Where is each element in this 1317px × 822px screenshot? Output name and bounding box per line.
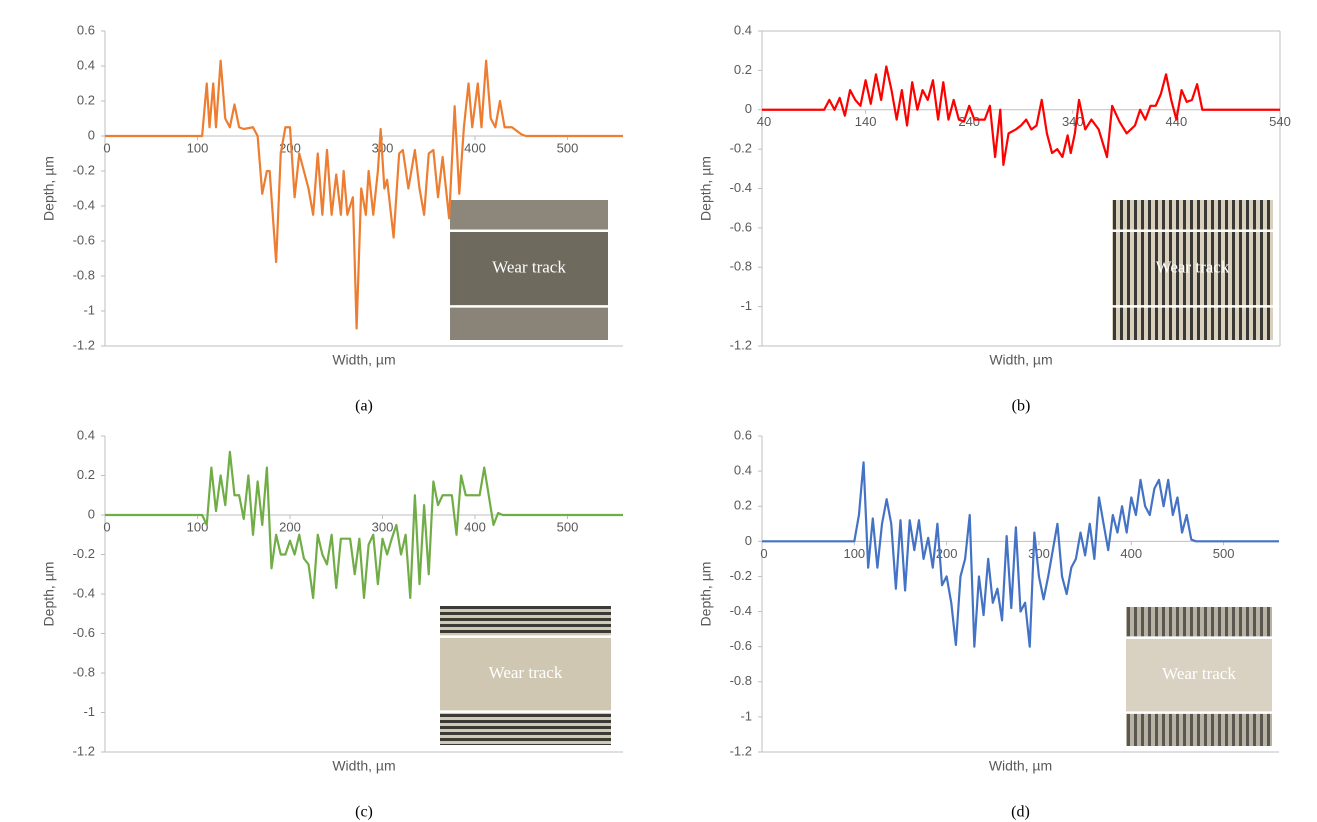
x-tick-label: 440 — [1166, 114, 1188, 129]
y-tick-label: -0.6 — [73, 625, 95, 640]
y-tick-label: -0.6 — [730, 638, 752, 653]
x-tick-label: 340 — [1062, 114, 1084, 129]
x-tick-label: 200 — [279, 519, 301, 534]
x-tick-label: 100 — [187, 140, 209, 155]
y-tick-label: 0 — [88, 127, 95, 142]
y-tick-label: -1.2 — [730, 743, 752, 758]
inset-bottom — [440, 711, 611, 745]
y-tick-label: 0 — [745, 101, 752, 116]
inset-middle — [450, 230, 608, 307]
y-tick-label: -1 — [83, 704, 95, 719]
x-tick-label: 0 — [103, 140, 110, 155]
y-tick-label: 0.4 — [77, 57, 95, 72]
y-tick-label: -0.2 — [73, 162, 95, 177]
x-tick-label: 40 — [757, 114, 771, 129]
x-axis-label: Width, µm — [332, 758, 395, 774]
inset-top — [450, 200, 608, 231]
x-tick-label: 500 — [557, 140, 579, 155]
inset-annotation: Wear track — [492, 258, 566, 277]
y-tick-label: -0.2 — [730, 141, 752, 156]
inset-annotation: Wear track — [1162, 664, 1236, 683]
y-tick-label: 0.2 — [77, 467, 95, 482]
y-tick-label: 0.2 — [77, 92, 95, 107]
x-tick-label: 0 — [103, 519, 110, 534]
y-tick-label: -1 — [740, 298, 752, 313]
caption: (b) — [1012, 398, 1031, 415]
y-tick-label: -1.2 — [730, 337, 752, 352]
y-tick-label: 0.2 — [734, 62, 752, 77]
y-tick-label: -1 — [740, 708, 752, 723]
chart-panel: 0.4 0.2 0 -0.2 -0.4 -0.6 -0.8 -1 -1.2 0 100 200 300 4… — [41, 427, 623, 821]
x-tick-label: 400 — [464, 519, 486, 534]
y-tick-label: -0.8 — [73, 664, 95, 679]
y-tick-label: 0.6 — [734, 427, 752, 442]
x-tick-label: 100 — [843, 546, 865, 561]
y-tick-label: 0.4 — [734, 463, 752, 478]
data-line — [105, 450, 623, 600]
y-tick-label: -0.8 — [73, 267, 95, 282]
data-line — [762, 461, 1279, 648]
chart-panel: 0.40.20-0.2-0.4-0.6-0.8-1-1.240 140 240 340… — [698, 22, 1291, 414]
x-tick-label: 200 — [279, 140, 301, 155]
x-axis-label: Width, µm — [989, 758, 1052, 774]
data-line — [105, 59, 623, 330]
y-tick-label: 0.6 — [77, 22, 95, 37]
inset-top — [1112, 200, 1273, 231]
y-tick-label: 0 — [745, 533, 752, 548]
x-tick-label: 300 — [1028, 546, 1050, 561]
y-tick-label: -0.4 — [73, 197, 95, 212]
caption: (d) — [1011, 804, 1030, 821]
inset-bottom — [1126, 712, 1272, 746]
x-axis-label: Width, µm — [989, 352, 1052, 368]
y-tick-label: 0.2 — [734, 498, 752, 513]
y-tick-label: -0.4 — [730, 180, 752, 195]
x-tick-label: 540 — [1269, 114, 1291, 129]
y-tick-label: -0.4 — [73, 585, 95, 600]
y-tick-label: 0.4 — [734, 22, 752, 37]
chart-panel: 0.6 0.4 0.2 0 -0.2 -0.4 -0.6 -0.8 -1 -1.2 0 100 200 3… — [698, 427, 1279, 821]
inset-bottom — [450, 306, 608, 340]
x-tick-label: 400 — [1120, 546, 1142, 561]
y-tick-label: -0.6 — [730, 219, 752, 234]
inset-top — [440, 606, 611, 637]
caption: (c) — [355, 804, 373, 821]
y-tick-label: -0.2 — [730, 568, 752, 583]
caption: (a) — [355, 398, 373, 415]
y-axis-label: Depth, µm — [41, 562, 57, 627]
x-axis-label: Width, µm — [332, 352, 395, 368]
x-tick-label: 100 — [187, 519, 209, 534]
y-tick-label: -1.2 — [73, 743, 95, 758]
x-tick-label: 400 — [464, 140, 486, 155]
y-axis-label: Depth, µm — [698, 156, 714, 221]
y-tick-label: 0 — [88, 506, 95, 521]
y-tick-label: -1.2 — [73, 337, 95, 352]
inset-annotation: Wear track — [1156, 258, 1230, 277]
inset-annotation: Wear track — [489, 663, 563, 682]
x-tick-label: 500 — [557, 519, 579, 534]
y-tick-label: 0.4 — [77, 427, 95, 442]
chart-panel: 0.60.40.20-0.2-0.4-0.6-0.8-1-1.20 100 200 3… — [41, 22, 623, 415]
x-tick-label: 140 — [855, 114, 877, 129]
y-axis-label: Depth, µm — [698, 562, 714, 627]
inset-middle — [1112, 230, 1273, 307]
inset-top — [1126, 607, 1272, 638]
x-tick-label: 300 — [372, 519, 394, 534]
inset-middle — [440, 636, 611, 712]
y-tick-label: -0.2 — [73, 546, 95, 561]
y-tick-label: -0.4 — [730, 603, 752, 618]
x-tick-label: 500 — [1213, 546, 1235, 561]
y-tick-label: -1 — [83, 302, 95, 317]
x-tick-label: 0 — [760, 546, 767, 561]
y-tick-label: -0.8 — [730, 259, 752, 274]
inset-middle — [1126, 637, 1272, 713]
y-axis-label: Depth, µm — [41, 156, 57, 221]
y-tick-label: -0.8 — [730, 673, 752, 688]
x-tick-label: 200 — [936, 546, 958, 561]
data-line — [762, 65, 1280, 166]
inset-bottom — [1112, 306, 1273, 340]
y-tick-label: -0.6 — [73, 232, 95, 247]
